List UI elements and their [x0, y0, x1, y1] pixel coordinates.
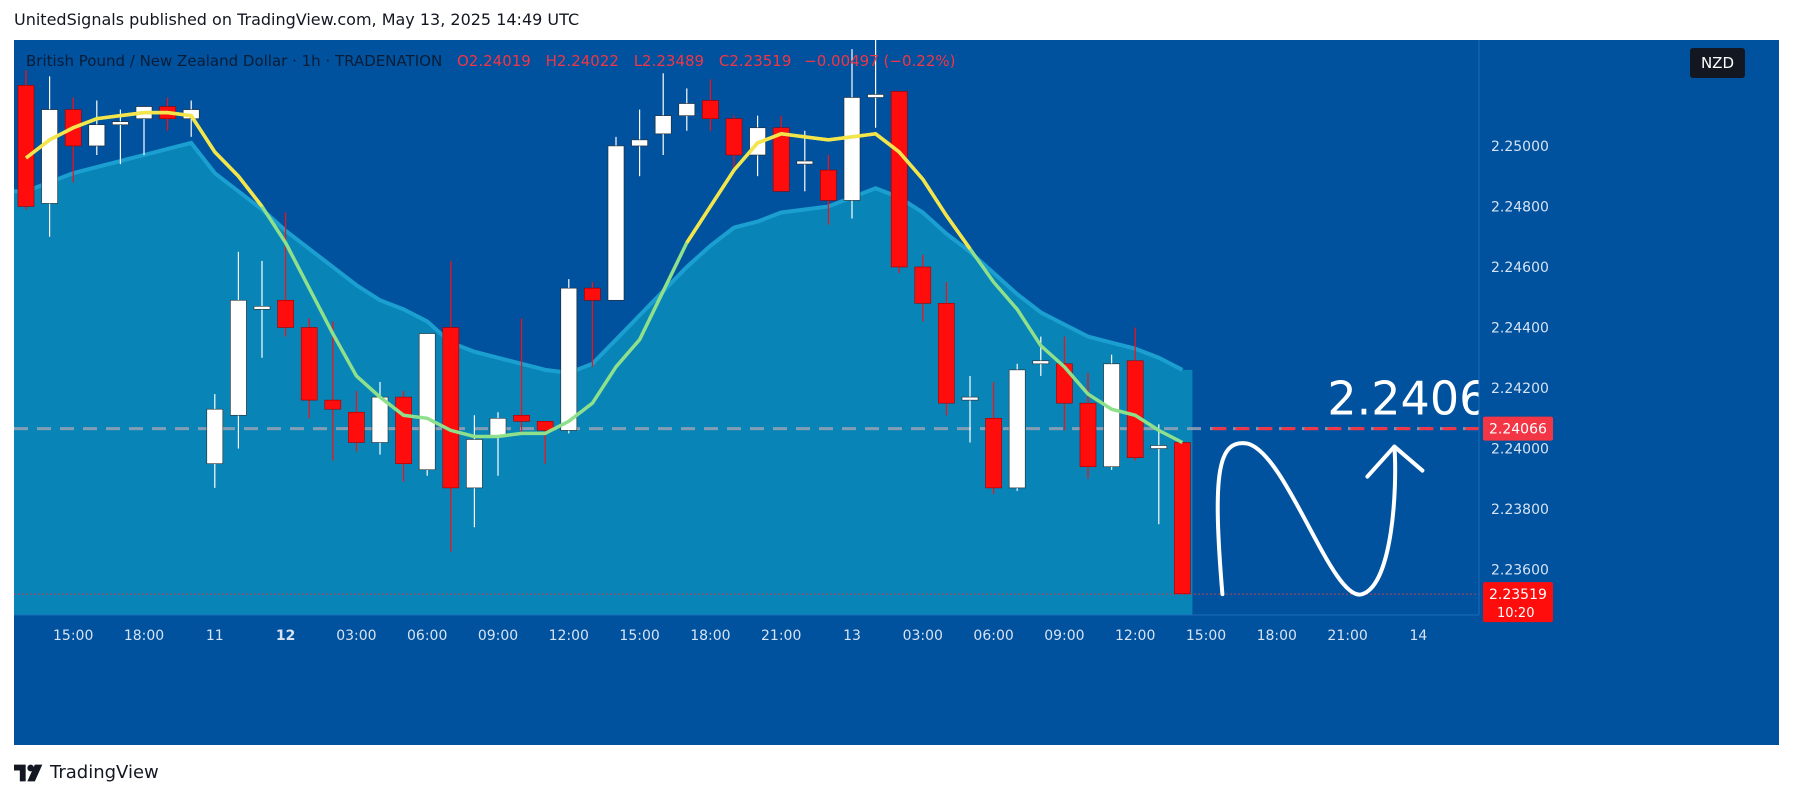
- time-tick-label: 03:00: [336, 628, 376, 644]
- candle-body: [1008, 369, 1026, 489]
- time-tick-label: 18:00: [1257, 628, 1297, 644]
- candle-body: [631, 139, 648, 147]
- level-price-label: 2.24066: [1489, 422, 1547, 438]
- time-tick-label: 15:00: [619, 628, 659, 644]
- price-axis: [1479, 40, 1779, 745]
- time-tick-label: 11: [206, 628, 224, 644]
- price-change: −0.00497 (−0.22%): [804, 52, 956, 70]
- candle-body: [914, 266, 932, 304]
- ohlc-high: H2.24022: [545, 52, 619, 70]
- candle-body: [41, 109, 58, 204]
- time-tick-label: 21:00: [761, 628, 801, 644]
- time-tick-label: 15:00: [53, 628, 93, 644]
- last-price-label: 2.23519: [1489, 587, 1547, 603]
- candle-body: [1126, 360, 1144, 458]
- price-chart[interactable]: 2.2406 2.25000 2.24800 2.24600 2.24400 2.2420…: [14, 40, 1779, 745]
- price-tick-label: 2.24800: [1491, 199, 1549, 215]
- candle-body: [442, 327, 460, 489]
- time-tick-label: 03:00: [903, 628, 943, 644]
- candle-body: [17, 85, 35, 207]
- candle-body: [348, 411, 365, 443]
- candle-body: [1150, 445, 1168, 449]
- candle-body: [725, 118, 743, 156]
- price-tick-label: 2.24000: [1491, 442, 1549, 458]
- time-tick-label: 12:00: [1115, 628, 1155, 644]
- candle-body: [1056, 363, 1073, 404]
- candle-body: [985, 417, 1002, 489]
- candle-body: [678, 103, 696, 116]
- time-tick-label: 09:00: [1044, 628, 1084, 644]
- time-tick-label: 06:00: [973, 628, 1013, 644]
- chart-panel[interactable]: 2.2406 2.25000 2.24800 2.24600 2.24400 2.2420…: [14, 40, 1779, 745]
- projection-arrowhead: [1365, 444, 1425, 479]
- candle-body: [418, 333, 436, 471]
- candle-body: [253, 306, 271, 310]
- time-tick-label: 14: [1409, 628, 1427, 644]
- candle-body: [843, 97, 861, 201]
- candle-body: [88, 124, 106, 147]
- candle-body: [654, 115, 672, 135]
- time-tick-label: 12:00: [549, 628, 589, 644]
- level-price-tag: [1483, 416, 1553, 441]
- ohlc-open: O2.24019: [456, 52, 531, 70]
- candle-body: [820, 169, 837, 201]
- candle-body: [1103, 363, 1120, 468]
- bottom-strip: [14, 655, 1779, 745]
- brand-name: TradingView: [50, 762, 159, 783]
- currency-badge[interactable]: NZD: [1689, 48, 1745, 78]
- candle-body: [867, 94, 884, 98]
- time-tick-label: 12: [276, 628, 295, 644]
- price-tick-label: 2.24400: [1491, 321, 1549, 337]
- candle-body: [1174, 442, 1191, 595]
- candle-body: [277, 299, 294, 328]
- candle-body: [961, 396, 979, 401]
- last-price-tag: [1483, 582, 1553, 623]
- footer-brand[interactable]: TradingView: [14, 762, 159, 783]
- ohlc-low: L2.23489: [633, 52, 705, 70]
- candle-body: [206, 408, 224, 464]
- time-tick-label: 06:00: [407, 628, 447, 644]
- time-tick-label: 18:00: [124, 628, 164, 644]
- symbol-legend[interactable]: British Pound / New Zealand Dollar · 1h …: [26, 52, 955, 70]
- candle-body: [584, 287, 601, 301]
- candle-body: [513, 414, 530, 422]
- candle-body: [702, 100, 719, 119]
- candle-body: [1079, 402, 1097, 468]
- candle-body: [489, 417, 507, 437]
- candle-body: [371, 396, 389, 443]
- price-tick-label: 2.24200: [1491, 381, 1549, 397]
- projection-curve: [1215, 441, 1398, 597]
- level-annotation: 2.2406: [1327, 372, 1488, 426]
- candle-body: [230, 299, 247, 416]
- candle-body: [796, 160, 814, 165]
- time-axis: [14, 615, 1479, 655]
- countdown-label: 10:20: [1497, 606, 1534, 621]
- price-tick-label: 2.23800: [1491, 502, 1549, 518]
- candle-body: [938, 302, 955, 404]
- time-tick-label: 09:00: [478, 628, 518, 644]
- symbol-name: British Pound / New Zealand Dollar · 1h …: [26, 52, 443, 70]
- price-tick-label: 2.23600: [1491, 563, 1549, 579]
- price-tick-label: 2.24600: [1491, 260, 1549, 276]
- candle-body: [560, 287, 578, 431]
- candle-body: [324, 399, 342, 410]
- candle-body: [890, 91, 908, 268]
- price-tick-label: 2.25000: [1491, 139, 1549, 155]
- candle-body: [607, 145, 625, 301]
- candle-body: [536, 421, 554, 431]
- candle-body: [1032, 360, 1050, 365]
- tradingview-logo-icon: [14, 764, 43, 781]
- candle-body: [395, 396, 412, 464]
- candle-body: [772, 127, 790, 192]
- ohlc-close: C2.23519: [718, 52, 792, 70]
- publish-header: UnitedSignals published on TradingView.c…: [14, 10, 580, 29]
- ma-fast-line-yellow: [24, 110, 972, 250]
- time-tick-label: 13: [843, 628, 861, 644]
- candle-body: [112, 121, 129, 126]
- candle-body: [466, 439, 483, 489]
- time-tick-label: 15:00: [1186, 628, 1226, 644]
- time-tick-label: 21:00: [1327, 628, 1367, 644]
- time-tick-label: 18:00: [690, 628, 730, 644]
- candle-body: [300, 327, 318, 401]
